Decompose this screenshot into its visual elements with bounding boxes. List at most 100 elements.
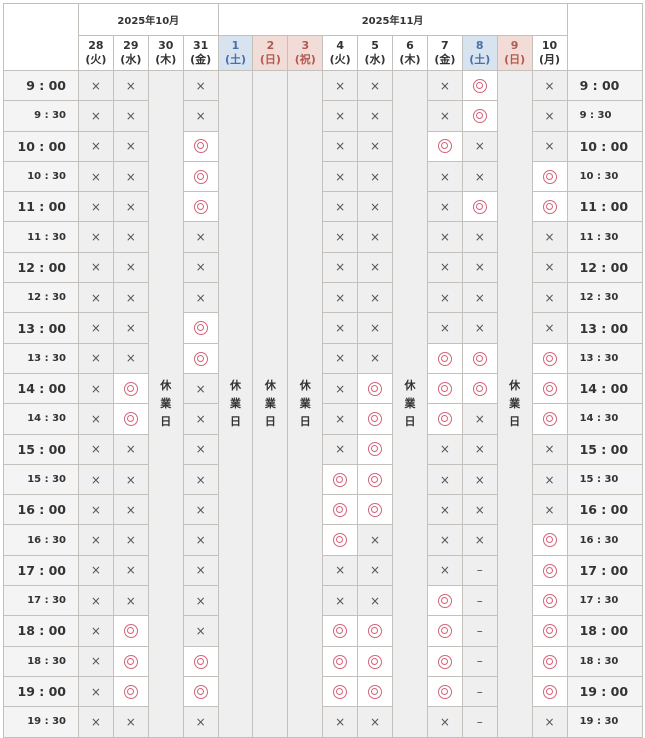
slot-available[interactable]: [182, 130, 219, 162]
day-header: 5 (水): [357, 35, 394, 71]
slot-available[interactable]: [531, 160, 568, 193]
slot-available[interactable]: [182, 191, 219, 223]
slot-available[interactable]: [426, 615, 463, 647]
double-circle-icon: [437, 381, 452, 396]
slot-available[interactable]: [322, 494, 359, 526]
slot-available[interactable]: [357, 372, 394, 405]
slot-available[interactable]: [461, 191, 498, 223]
slot-available[interactable]: [357, 615, 394, 647]
time-label-left: 11 : 30: [3, 221, 79, 253]
slot-unavailable: ×: [78, 554, 114, 587]
time-label-right: 12 : 00: [566, 251, 643, 284]
slot-available[interactable]: [112, 615, 149, 647]
slot-available[interactable]: [357, 433, 394, 465]
slot-available[interactable]: [461, 69, 498, 102]
slot-none: –: [461, 615, 498, 647]
day-number: 6: [406, 39, 414, 52]
slot-available[interactable]: [322, 524, 359, 556]
slot-available[interactable]: [357, 675, 394, 708]
slot-available[interactable]: [531, 191, 568, 223]
slot-unavailable: ×: [322, 706, 359, 738]
slot-available[interactable]: [461, 100, 498, 132]
slot-available[interactable]: [322, 615, 359, 647]
slot-unavailable: ×: [531, 312, 568, 344]
slot-available[interactable]: [461, 342, 498, 374]
slot-available[interactable]: [357, 645, 394, 677]
slot-unavailable: ×: [78, 585, 114, 617]
closed-label: 休 業 日: [404, 378, 416, 428]
double-circle-icon: [333, 533, 348, 548]
day-number: 31: [192, 39, 209, 52]
double-circle-icon: [542, 169, 557, 184]
day-weekday: (金): [434, 53, 456, 66]
time-label-left: 18 : 00: [3, 615, 79, 647]
slot-available[interactable]: [322, 645, 359, 677]
slot-available[interactable]: [426, 372, 463, 405]
slot-available[interactable]: [112, 403, 149, 435]
double-circle-icon: [333, 472, 348, 487]
double-circle-icon: [542, 624, 557, 639]
slot-available[interactable]: [531, 675, 568, 708]
slot-available[interactable]: [531, 585, 568, 617]
slot-available[interactable]: [531, 524, 568, 556]
slot-available[interactable]: [426, 403, 463, 435]
slot-unavailable: ×: [182, 615, 219, 647]
reservation-calendar: 2025年10月 2025年11月 28 (火) 29 (水) 30 (木) 31 (金) 1 (土)…: [3, 3, 643, 738]
slot-unavailable: ×: [182, 554, 219, 587]
slot-available[interactable]: [531, 554, 568, 587]
slot-available[interactable]: [182, 675, 219, 708]
slot-available[interactable]: [112, 675, 149, 708]
day-weekday: (木): [155, 53, 177, 66]
slot-available[interactable]: [426, 585, 463, 617]
slot-unavailable: ×: [357, 706, 394, 738]
slot-unavailable: ×: [461, 282, 498, 314]
slot-unavailable: ×: [182, 524, 219, 556]
double-circle-icon: [472, 78, 487, 93]
double-circle-icon: [542, 593, 557, 608]
slot-available[interactable]: [182, 342, 219, 374]
closed-day-cell: 休 業 日: [217, 70, 254, 738]
slot-available[interactable]: [531, 403, 568, 435]
slot-available[interactable]: [357, 403, 394, 435]
slot-available[interactable]: [461, 372, 498, 405]
double-circle-icon: [123, 412, 138, 427]
slot-available[interactable]: [426, 675, 463, 708]
slot-available[interactable]: [322, 675, 359, 708]
slot-available[interactable]: [322, 463, 359, 496]
slot-available[interactable]: [112, 645, 149, 677]
time-label-left: 9 : 30: [3, 100, 79, 132]
slot-available[interactable]: [426, 645, 463, 677]
double-circle-icon: [437, 593, 452, 608]
double-circle-icon: [333, 503, 348, 518]
double-circle-icon: [333, 684, 348, 699]
slot-available[interactable]: [182, 645, 219, 677]
time-row: 11 : 30 × × × × × × × × 11 : 30: [3, 221, 643, 253]
slot-unavailable: ×: [461, 463, 498, 496]
time-row: 16 : 00 × × × × × × 16 : 00: [3, 494, 643, 526]
slot-available[interactable]: [531, 372, 568, 405]
double-circle-icon: [368, 654, 383, 669]
slot-available[interactable]: [426, 130, 463, 162]
double-circle-icon: [193, 200, 208, 215]
slot-available[interactable]: [357, 494, 394, 526]
closed-label: 休 業 日: [264, 378, 276, 428]
double-circle-icon: [123, 684, 138, 699]
slot-available[interactable]: [182, 312, 219, 344]
slot-available[interactable]: [112, 372, 149, 405]
slot-unavailable: ×: [461, 160, 498, 193]
slot-unavailable: ×: [357, 191, 394, 223]
day-header: 10 (月): [531, 35, 568, 71]
day-number: 28: [88, 39, 104, 52]
double-circle-icon: [368, 503, 383, 518]
slot-available[interactable]: [531, 615, 568, 647]
double-circle-icon: [472, 381, 487, 396]
slot-available[interactable]: [531, 342, 568, 374]
slot-none: –: [461, 585, 498, 617]
time-label-right: 14 : 00: [566, 372, 643, 405]
slot-available[interactable]: [357, 463, 394, 496]
day-number: 2: [266, 39, 275, 52]
slot-available[interactable]: [426, 342, 463, 374]
slot-available[interactable]: [531, 645, 568, 677]
slot-available[interactable]: [182, 160, 219, 193]
slot-unavailable: ×: [531, 433, 568, 465]
